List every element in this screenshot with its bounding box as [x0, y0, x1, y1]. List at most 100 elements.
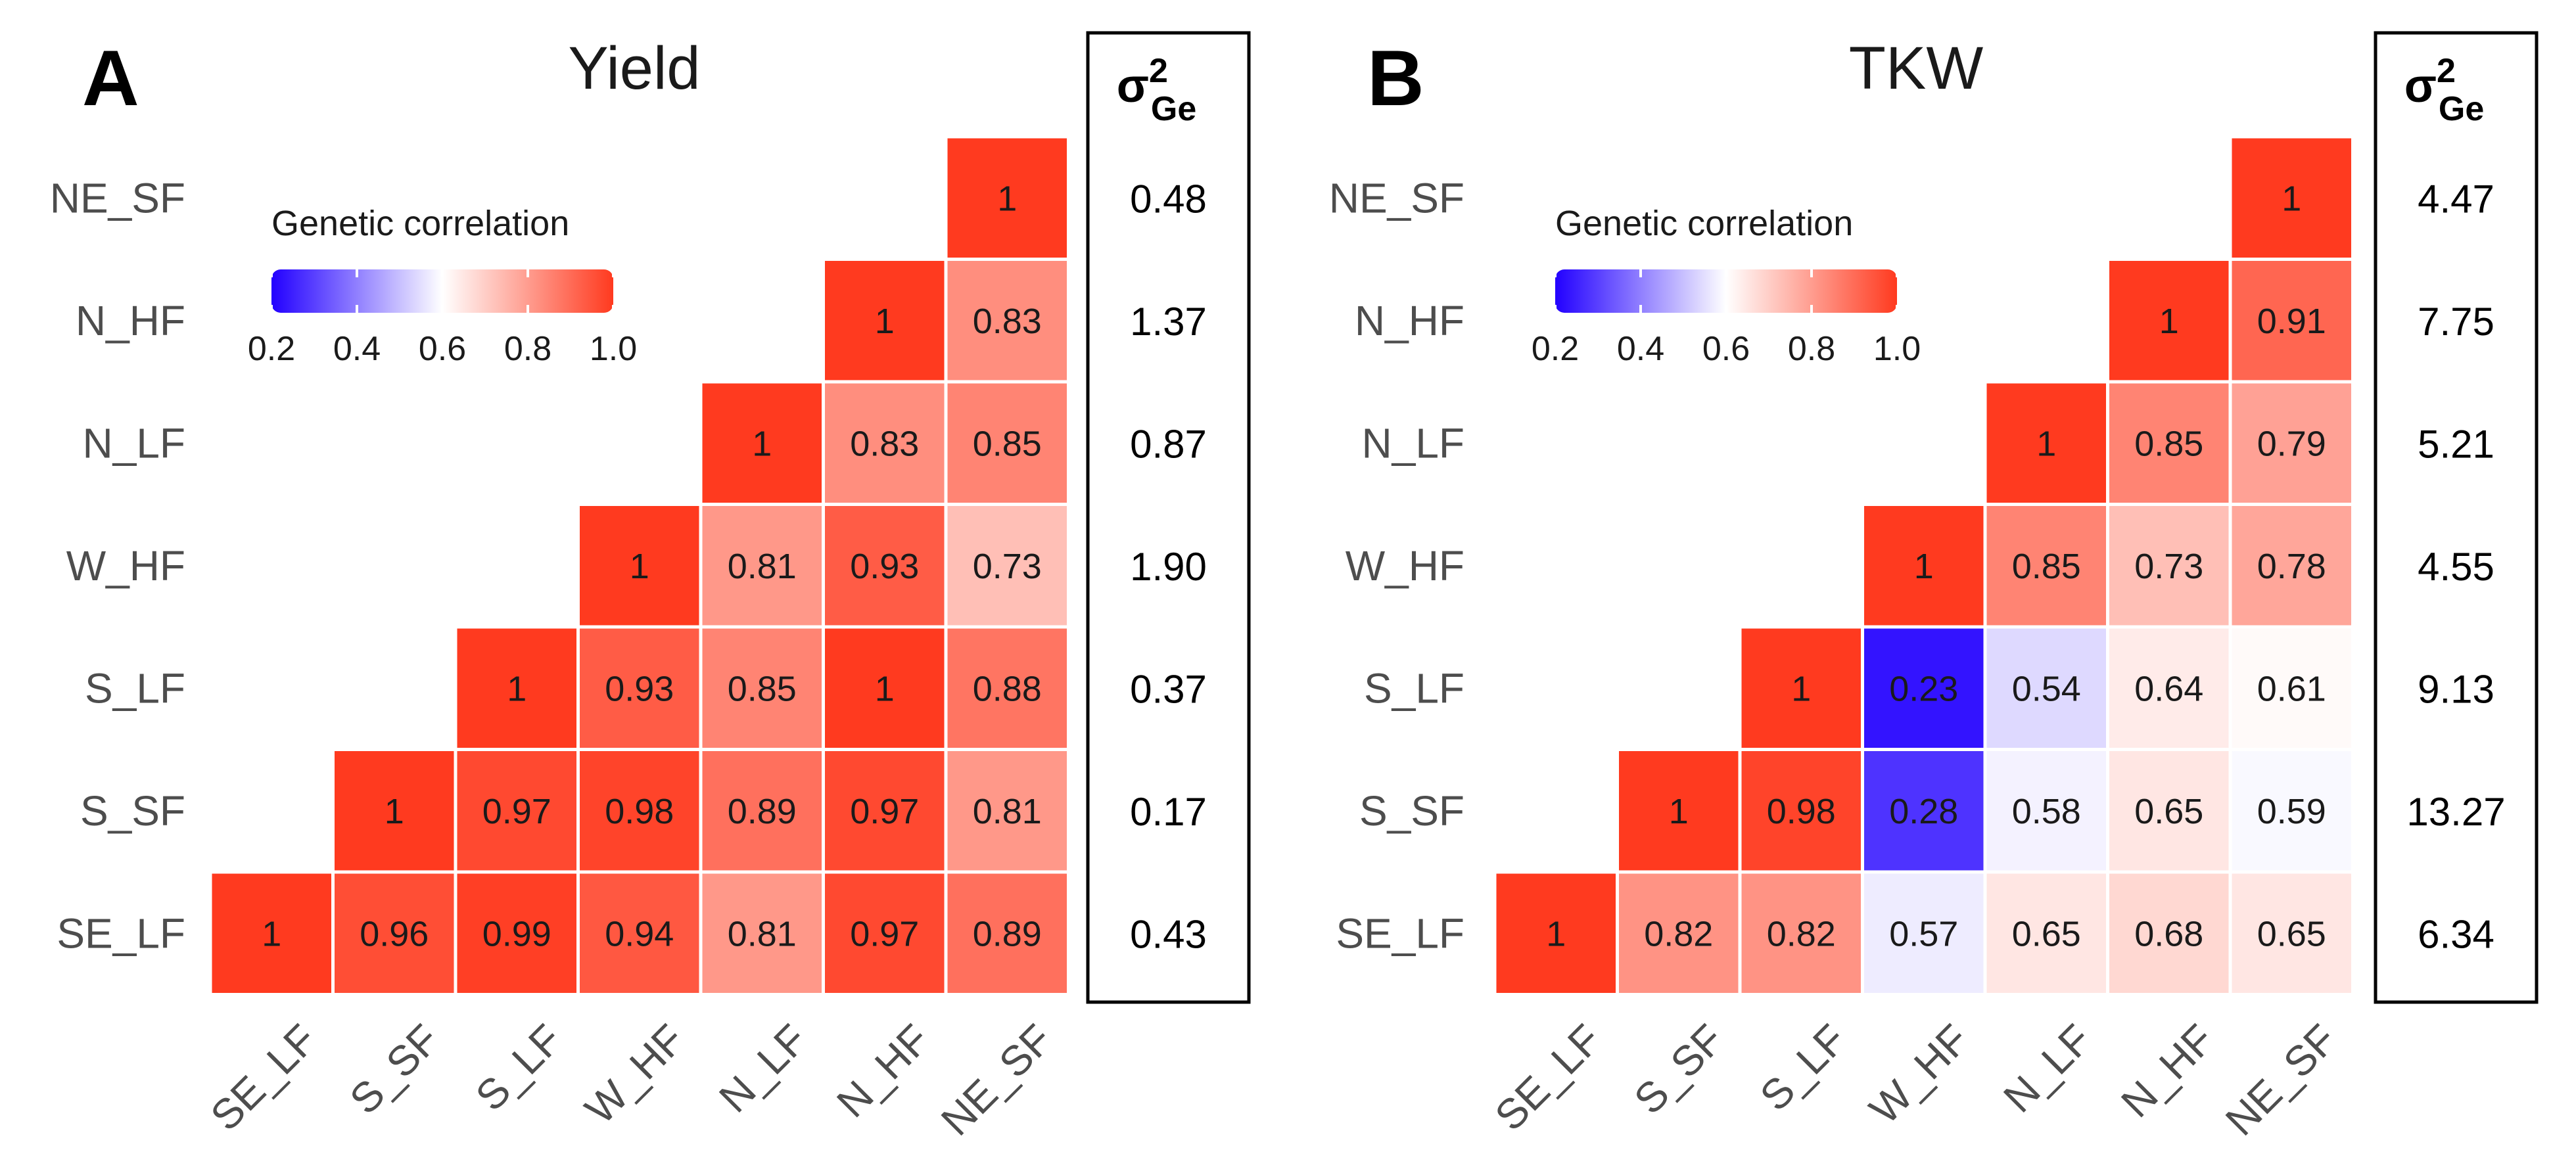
cell-value-label: 0.65: [2012, 914, 2081, 953]
variance-value: 0.37: [1130, 667, 1207, 711]
cell-value-label: 0.98: [605, 792, 674, 831]
heatmap-cell: [457, 873, 576, 993]
panel-label: A: [82, 34, 139, 122]
variance-value: 6.34: [2418, 912, 2494, 956]
cell-value-label: 1: [507, 669, 527, 708]
cell-value-label: 1: [1546, 914, 1566, 953]
cell-value-label: 0.99: [482, 914, 551, 953]
cell-value-label: 0.98: [1767, 792, 1836, 831]
cell-value-label: 0.97: [482, 792, 551, 831]
subscript: Ge: [1151, 90, 1196, 128]
cell-value-label: 0.57: [1889, 914, 1958, 953]
legend-tick-label: 0.4: [1617, 330, 1664, 368]
cell-value-label: 0.97: [850, 792, 919, 831]
heatmap-cell: [335, 873, 454, 993]
heatmap-cell: [580, 751, 699, 871]
legend-tick-label: 0.4: [333, 330, 381, 368]
heatmap-cell: [702, 506, 822, 626]
cell-value-label: 0.81: [728, 914, 797, 953]
row-label: N_LF: [83, 419, 186, 467]
heatmap-cell: [2232, 506, 2351, 626]
superscript: 2: [1149, 52, 1168, 90]
panel-label: B: [1367, 34, 1424, 122]
legend-tick-label: 0.6: [1702, 330, 1750, 368]
cell-value-label: 0.28: [1889, 792, 1958, 831]
heatmap-cell: [1619, 873, 1739, 993]
variance-value: 13.27: [2406, 790, 2505, 834]
heatmap-cell: [825, 506, 945, 626]
heatmap-cell: [2109, 873, 2229, 993]
heatmap-cell: [2232, 138, 2351, 258]
heatmap-cell: [947, 506, 1067, 626]
sigma-symbol: σ: [1117, 60, 1149, 112]
column-label: W_HF: [1860, 1015, 1978, 1133]
cell-value-label: 0.97: [850, 914, 919, 953]
row-label: S_LF: [1364, 664, 1464, 712]
row-label: SE_LF: [1336, 909, 1464, 957]
cell-value-label: 0.79: [2257, 424, 2326, 463]
heatmap-cell: [947, 383, 1067, 503]
heatmap-cell: [2109, 383, 2229, 503]
variance-value: 1.37: [1130, 300, 1207, 344]
variance-value: 0.48: [1130, 177, 1207, 221]
legend-tick-label: 0.6: [419, 330, 466, 368]
heatmap-cell: [2232, 383, 2351, 503]
cell-value-label: 1: [385, 792, 404, 831]
cell-value-label: 0.65: [2134, 792, 2203, 831]
legend-tick-label: 1.0: [1873, 330, 1921, 368]
heatmap-cell: [1986, 873, 2106, 993]
cell-value-label: 0.89: [973, 914, 1042, 953]
heatmap-cell: [1986, 506, 2106, 626]
heatmap-cell: [947, 873, 1067, 993]
variance-box: [1086, 31, 1251, 1004]
row-label: NE_SF: [1329, 174, 1464, 221]
column-label: N_HF: [828, 1015, 939, 1126]
legend-tick-label: 0.8: [504, 330, 551, 368]
cell-value-label: 1: [1669, 792, 1689, 831]
heatmap-cell: [947, 751, 1067, 871]
chart-title: TKW: [1849, 35, 1984, 102]
variance-value: 5.21: [2418, 422, 2494, 466]
heatmap-cell: [947, 628, 1067, 748]
cell-value-label: 0.65: [2257, 914, 2326, 953]
cell-value-label: 1: [1791, 669, 1811, 708]
cell-value-label: 0.58: [2012, 792, 2081, 831]
cell-value-label: 0.89: [728, 792, 797, 831]
cell-value-label: 0.85: [2012, 547, 2081, 586]
heatmap-cell: [1986, 628, 2106, 748]
cell-value-label: 0.85: [728, 669, 797, 708]
variance-value: 0.87: [1130, 422, 1207, 466]
column-label: N_LF: [710, 1015, 816, 1122]
heatmap-cell: [335, 751, 454, 871]
cell-value-label: 0.81: [973, 792, 1042, 831]
variance-box: [2374, 31, 2539, 1004]
cell-value-label: 1: [262, 914, 281, 953]
column-label: N_HF: [2112, 1015, 2223, 1126]
column-label: S_SF: [1625, 1015, 1733, 1123]
cell-value-label: 1: [875, 302, 895, 341]
heatmap-cell: [1619, 751, 1739, 871]
heatmap-cell: [457, 628, 576, 748]
cell-value-label: 0.96: [360, 914, 429, 953]
cell-value-label: 0.54: [2012, 669, 2081, 708]
heatmap-cell: [1864, 628, 1984, 748]
heatmap-cell: [1864, 751, 1984, 871]
cell-value-label: 0.91: [2257, 302, 2326, 341]
variance-value: 4.47: [2418, 177, 2494, 221]
cell-value-label: 1: [2036, 424, 2056, 463]
cell-value-label: 0.73: [2134, 547, 2203, 586]
heatmap-cell: [580, 506, 699, 626]
cell-value-label: 0.64: [2134, 669, 2203, 708]
variance-value: 1.90: [1130, 545, 1207, 589]
heatmap-cell: [2109, 628, 2229, 748]
heatmap-cell: [825, 383, 945, 503]
row-label: S_SF: [1359, 787, 1464, 835]
heatmap-cell: [825, 628, 945, 748]
heatmap-cell: [2232, 628, 2351, 748]
variance-header: σ2 Ge: [2404, 52, 2485, 128]
legend-tick-label: 1.0: [590, 330, 637, 368]
cell-value-label: 1: [2282, 179, 2301, 218]
row-label: SE_LF: [57, 909, 185, 957]
